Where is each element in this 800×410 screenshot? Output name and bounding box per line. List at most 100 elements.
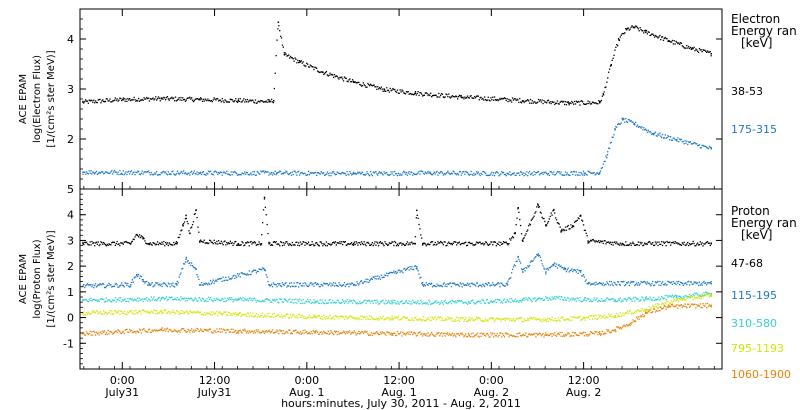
data-point [324, 174, 326, 176]
data-point [619, 242, 621, 244]
data-point [360, 243, 362, 246]
data-point [92, 299, 94, 301]
data-point [488, 99, 490, 101]
data-point [608, 313, 610, 315]
data-point [622, 281, 624, 283]
data-point [478, 241, 480, 243]
data-point [115, 330, 117, 332]
data-point [113, 331, 116, 334]
data-point [429, 171, 431, 173]
data-point [224, 329, 226, 331]
data-point [138, 234, 141, 236]
data-point [358, 242, 360, 244]
data-point [493, 284, 495, 286]
data-point [407, 319, 409, 321]
data-point [307, 170, 310, 172]
data-point [254, 299, 257, 301]
data-point [484, 282, 487, 285]
data-point [197, 226, 199, 228]
data-point [234, 330, 236, 332]
data-point [522, 240, 524, 242]
data-point [513, 320, 515, 322]
data-point [196, 274, 198, 276]
data-point [514, 320, 516, 322]
data-point [466, 303, 469, 305]
data-point [670, 136, 672, 138]
data-point [120, 301, 123, 303]
data-point [301, 302, 303, 304]
data-point [641, 241, 643, 244]
data-point [425, 319, 427, 321]
data-point [545, 171, 547, 173]
data-point [204, 300, 206, 302]
data-point [217, 331, 219, 333]
data-point [502, 171, 505, 174]
data-point [666, 284, 668, 286]
data-point [404, 173, 407, 175]
data-point [195, 173, 197, 175]
data-point [106, 333, 108, 336]
data-point [301, 285, 303, 287]
data-point [508, 317, 510, 319]
data-point [111, 286, 113, 288]
data-point [511, 320, 513, 322]
data-point [222, 276, 224, 278]
data-point [645, 29, 648, 32]
data-point [545, 101, 547, 103]
data-point [257, 314, 259, 316]
data-point [287, 173, 289, 175]
data-point [562, 174, 564, 176]
data-point [418, 94, 420, 97]
data-point [148, 100, 151, 102]
data-point [469, 242, 471, 245]
data-point [517, 317, 519, 319]
data-point [564, 334, 567, 336]
data-point [672, 296, 674, 298]
data-point [341, 76, 343, 78]
data-point [570, 334, 572, 336]
data-point [324, 299, 327, 302]
data-point [248, 298, 250, 300]
data-point [279, 30, 281, 32]
data-point [504, 301, 506, 303]
data-point [262, 101, 265, 103]
data-point [517, 207, 519, 209]
data-point [624, 121, 626, 123]
data-point [688, 47, 691, 50]
data-point [616, 284, 618, 286]
data-point [326, 171, 328, 173]
data-point [261, 171, 263, 173]
data-point [145, 281, 147, 283]
data-point [516, 217, 518, 219]
data-point [127, 331, 129, 333]
data-point [602, 163, 604, 165]
data-point [203, 311, 205, 314]
data-point [443, 96, 445, 99]
data-point [446, 244, 448, 247]
data-point [405, 317, 408, 319]
data-point [179, 299, 181, 302]
data-point [539, 298, 541, 300]
data-point [599, 314, 602, 317]
data-point [547, 172, 550, 175]
data-point [429, 94, 431, 97]
data-point [323, 243, 325, 245]
data-point [401, 89, 403, 91]
data-point [278, 314, 280, 316]
data-point [472, 283, 474, 285]
data-point [546, 318, 549, 320]
data-point [503, 241, 506, 244]
data-point [678, 304, 680, 306]
data-point [684, 244, 686, 246]
data-point [528, 170, 531, 173]
data-point [466, 335, 468, 337]
data-point [367, 318, 369, 320]
data-point [269, 100, 271, 102]
data-point [422, 95, 424, 97]
data-point [262, 312, 264, 314]
data-point [237, 332, 240, 334]
data-point [600, 317, 603, 319]
data-point [289, 172, 292, 174]
data-point [335, 244, 337, 246]
data-point [106, 243, 108, 246]
